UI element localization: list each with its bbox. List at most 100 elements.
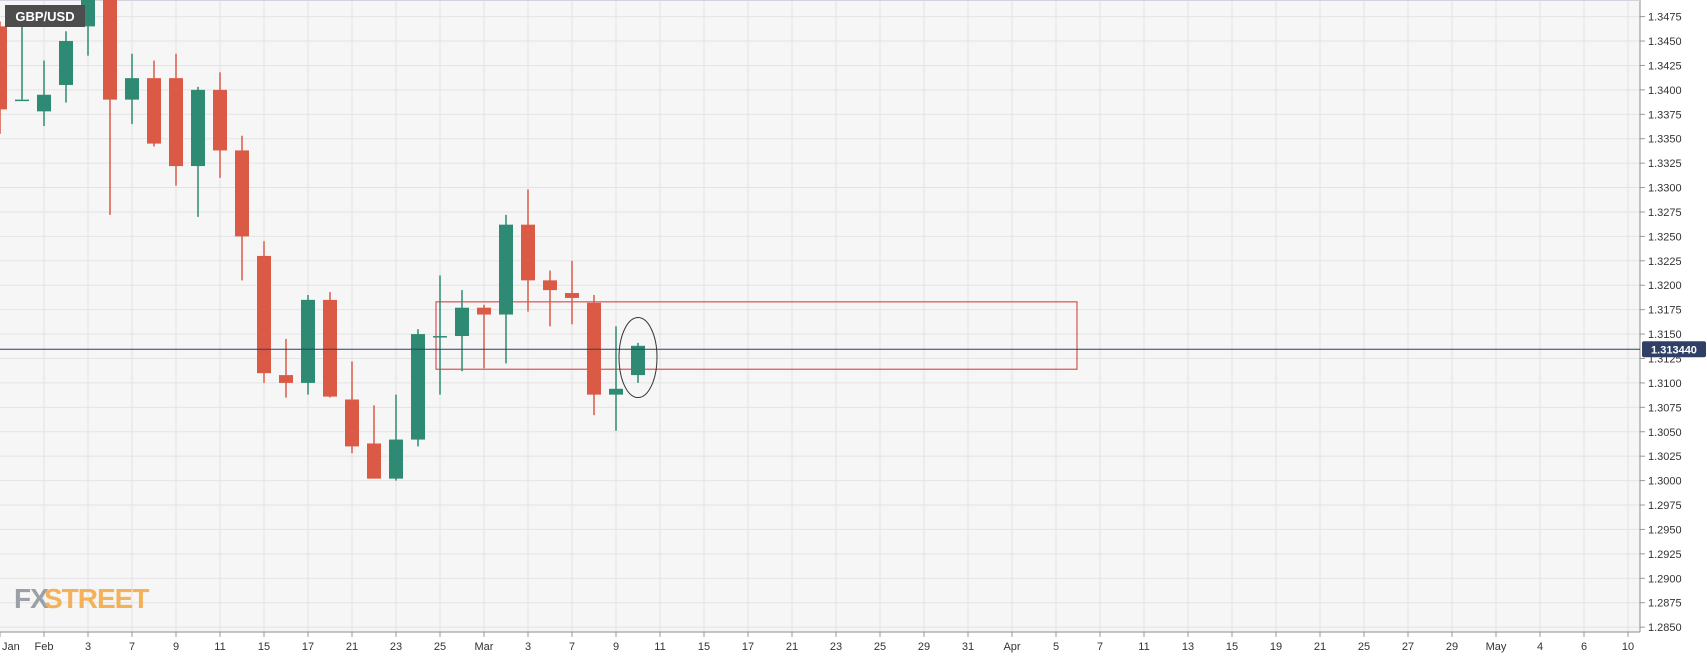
x-tick-label: 9 [173, 641, 179, 653]
candle [543, 270, 557, 327]
candle-body [301, 299, 315, 383]
candle-body [411, 334, 425, 440]
x-tick-label: 17 [302, 641, 314, 653]
candle-body [323, 299, 337, 397]
x-tick-label: 19 [1270, 641, 1282, 653]
candle-body [169, 78, 183, 167]
fxstreet-logo: FX STREET [14, 583, 150, 614]
x-tick-label: 27 [1402, 641, 1414, 653]
candle [565, 260, 579, 325]
x-axis: Jan Feb 3 7 9 11 15 17 21 23 25 Mar 3 7 9 11 15 17 21 23 25 2… [0, 0, 1640, 653]
y-tick-label: 1.3250 [1648, 231, 1682, 243]
x-tick-label: 11 [214, 641, 225, 653]
y-tick-label: 1.3075 [1648, 402, 1682, 414]
candle [37, 60, 51, 127]
candle-body [59, 41, 73, 85]
symbol-label: GBP/USD [15, 9, 74, 24]
symbol-tag: GBP/USD [5, 5, 85, 27]
logo-street: STREET [44, 583, 149, 614]
y-tick-label: 1.2950 [1648, 524, 1682, 536]
x-tick-label: 9 [613, 641, 619, 653]
candle [367, 405, 381, 479]
x-tick-label: 15 [698, 641, 710, 653]
y-tick-label: 1.2850 [1648, 622, 1682, 634]
y-tick-label: 1.3475 [1648, 12, 1682, 24]
x-tick-label: 21 [1314, 641, 1326, 653]
candle [257, 241, 271, 383]
candle-body [477, 307, 491, 315]
candle [125, 53, 139, 125]
y-tick-label: 1.3225 [1648, 256, 1682, 268]
candle [389, 394, 403, 481]
candle [477, 304, 491, 369]
x-tick-label: 7 [129, 641, 135, 653]
gridlines [0, 0, 1640, 632]
y-tick-label: 1.3150 [1648, 329, 1682, 341]
symbol-tag-bg [5, 5, 85, 27]
x-tick-label: 29 [1446, 641, 1458, 653]
candle-body [631, 345, 645, 376]
y-tick-label: 1.3100 [1648, 378, 1682, 390]
candle [191, 86, 205, 217]
candle [609, 326, 623, 431]
y-tick-label: 1.3050 [1648, 427, 1682, 439]
x-tick-label: Apr [1003, 641, 1020, 653]
y-tick-label: 1.3025 [1648, 451, 1682, 463]
y-tick-label: 1.3200 [1648, 280, 1682, 292]
candle [147, 60, 161, 147]
candle-body [389, 439, 403, 479]
candle [213, 72, 227, 178]
candle-body [235, 150, 249, 237]
candle-body [37, 94, 51, 112]
candle [279, 338, 293, 398]
y-tick-label: 1.3400 [1648, 85, 1682, 97]
y-tick-label: 1.3000 [1648, 476, 1682, 488]
current-price-line-group: 1.313440 [0, 341, 1706, 358]
candle [15, 16, 29, 102]
x-tick-label: Feb [35, 641, 54, 653]
plot-background [0, 0, 1640, 632]
candle [455, 290, 469, 372]
logo-fx: FX [14, 583, 49, 614]
y-tick-label: 1.3275 [1648, 207, 1682, 219]
candle-body [15, 99, 29, 102]
candle-body [257, 255, 271, 374]
x-tick-label: 7 [1097, 641, 1103, 653]
y-tick-label: 1.3300 [1648, 183, 1682, 195]
y-tick-label: 1.2900 [1648, 573, 1682, 585]
x-tick-label: 11 [654, 641, 665, 653]
candle-body [191, 89, 205, 167]
candle-body [367, 443, 381, 479]
candle-body [213, 89, 227, 151]
y-tick-label: 1.3350 [1648, 134, 1682, 146]
x-tick-label: 3 [85, 641, 91, 653]
annotations [435, 301, 1078, 399]
x-tick-label: 5 [1053, 641, 1059, 653]
candle [169, 53, 183, 186]
x-tick-label: 25 [874, 641, 886, 653]
candle [499, 214, 513, 364]
candle-body [543, 280, 557, 291]
candle-body [587, 302, 601, 395]
current-price-label: 1.313440 [1651, 344, 1697, 356]
x-tick-label: 23 [390, 641, 402, 653]
x-tick-label: 10 [1622, 641, 1634, 653]
candle-body [0, 26, 7, 110]
y-axis: 1.3475 1.3450 1.3425 1.3400 1.3375 1.3350 1.33… [1639, 0, 1682, 634]
x-tick-label: 25 [434, 641, 446, 653]
y-tick-label: 1.3175 [1648, 305, 1682, 317]
candle-body [609, 388, 623, 395]
y-tick-label: 1.3325 [1648, 158, 1682, 170]
candle [587, 294, 601, 416]
candle [103, 0, 117, 215]
candle-body [345, 399, 359, 447]
x-tick-label: 3 [525, 641, 531, 653]
y-tick-label: 1.3450 [1648, 36, 1682, 48]
candle [521, 189, 535, 312]
candle-body [279, 375, 293, 383]
x-tick-label: 23 [830, 641, 842, 653]
x-tick-label: Mar [475, 641, 494, 653]
candle [433, 275, 447, 395]
